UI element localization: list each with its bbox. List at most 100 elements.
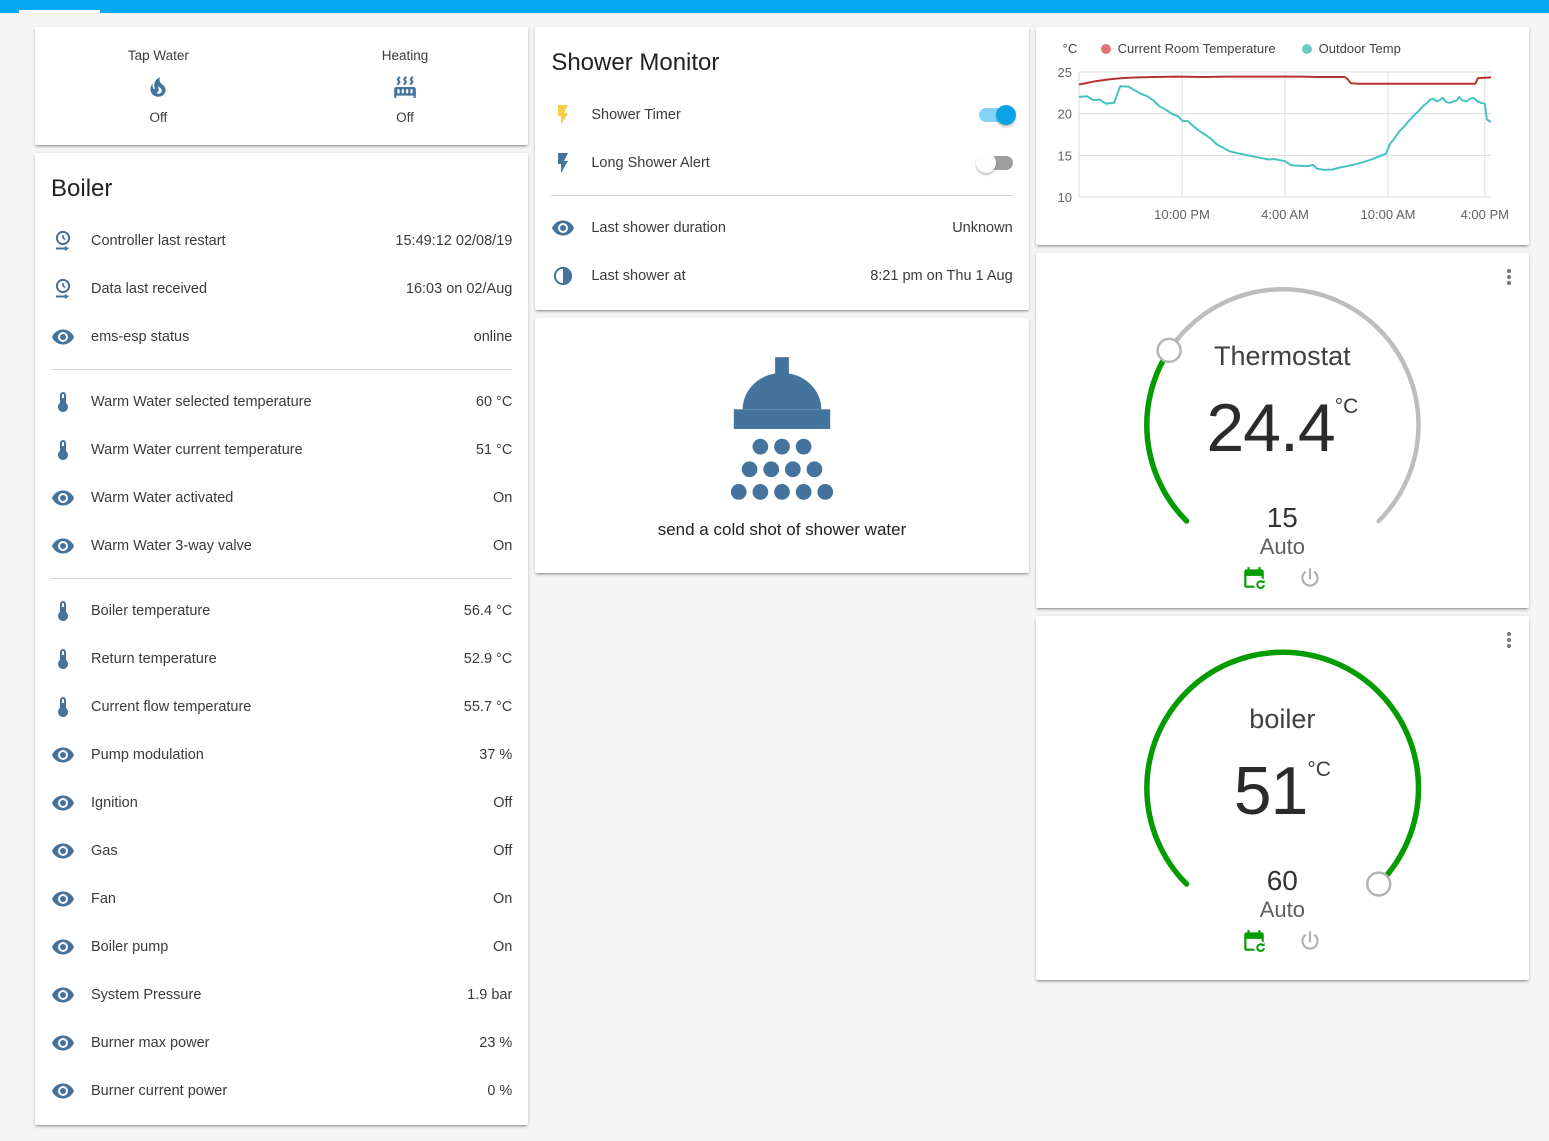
entity-label: Gas [91, 843, 118, 859]
entity-label: Return temperature [91, 651, 217, 667]
entity-value: 1.9 bar [467, 987, 513, 1003]
entity-value: Off [493, 795, 513, 811]
svg-text:10:00 AM: 10:00 AM [1360, 207, 1415, 222]
entity-label: Controller last restart [91, 233, 226, 249]
eye-icon [51, 887, 75, 911]
entity-value: 56.4 °C [463, 603, 513, 619]
entity-row-warm-water-activated[interactable]: Warm Water activated On [35, 474, 528, 522]
entity-value: 16:03 on 02/Aug [405, 281, 513, 297]
entity-label: Burner max power [91, 1035, 210, 1051]
thermometer-icon [51, 695, 75, 719]
entity-row-current-flow-temperature[interactable]: Current flow temperature 55.7 °C [35, 683, 528, 731]
column-left: Tap Water Off Heating Off Boiler Controller… [35, 27, 529, 1125]
entity-row-ignition[interactable]: Ignition Off [35, 779, 528, 827]
entity-row-warm-water-selected-temperature[interactable]: Warm Water selected temperature 60 °C [35, 378, 528, 426]
entity-row-warm-water-current-temperature[interactable]: Warm Water current temperature 51 °C [35, 426, 528, 474]
entity-row-last-shower-at[interactable]: Last shower at 8:21 pm on Thu 1 Aug [535, 252, 1028, 300]
chart-header: °C Current Room Temperature Outdoor Temp [1046, 41, 1521, 56]
eye-icon [51, 839, 75, 863]
shower-cold-shot-button-card[interactable]: send a cold shot of shower water [535, 318, 1029, 573]
more-options-button[interactable] [1497, 628, 1521, 652]
glance-card: Tap Water Off Heating Off [35, 27, 529, 145]
column-right: °C Current Room Temperature Outdoor Temp … [1035, 27, 1529, 980]
shower-card-title: Shower Monitor [551, 49, 720, 76]
legend-item: Current Room Temperature [1100, 41, 1276, 56]
entity-row-burner-current-power[interactable]: Burner current power 0 % [35, 1067, 528, 1115]
dashboard: Tap Water Off Heating Off Boiler Controller… [0, 13, 1549, 1125]
entity-label: Boiler temperature [91, 603, 211, 619]
entity-value: 8:21 pm on Thu 1 Aug [870, 268, 1013, 284]
entity-label: Boiler pump [91, 939, 169, 955]
auto-mode-button[interactable] [1241, 928, 1267, 954]
entity-value: 37 % [479, 747, 513, 763]
entity-row-fan[interactable]: Fan On [35, 875, 528, 923]
thermometer-icon [51, 647, 75, 671]
toggle-knob[interactable] [975, 153, 996, 173]
legend-label: Outdoor Temp [1318, 41, 1401, 56]
clock-arrow-icon [51, 229, 75, 253]
glance-state: Off [149, 109, 168, 125]
entity-row-shower-timer[interactable]: Shower Timer [535, 91, 1028, 139]
active-tab-indicator[interactable] [19, 10, 100, 13]
toggle-switch[interactable] [978, 105, 1016, 125]
entity-value: On [492, 490, 513, 506]
entity-row-data-last-received[interactable]: Data last received 16:03 on 02/Aug [35, 265, 528, 313]
thermostat-dial[interactable] [1036, 257, 1529, 577]
chart-unit-label: °C [1062, 41, 1078, 56]
entity-value: online [473, 329, 513, 345]
flash-icon [551, 151, 575, 175]
power-button[interactable] [1297, 565, 1323, 591]
entity-row-ems-esp-status[interactable]: ems-esp status online [35, 313, 528, 361]
entity-label: Fan [91, 891, 116, 907]
glance-item-tap-water[interactable]: Tap Water Off [35, 48, 282, 125]
entity-row-last-shower-duration[interactable]: Last shower duration Unknown [535, 204, 1028, 252]
entity-row-pump-modulation[interactable]: Pump modulation 37 % [35, 731, 528, 779]
entity-value: 0 % [487, 1083, 513, 1099]
entity-value: Off [493, 843, 513, 859]
entity-row-warm-water-3-way-valve[interactable]: Warm Water 3-way valve On [35, 522, 528, 570]
entity-label: Warm Water 3-way valve [91, 538, 252, 554]
entity-value: Unknown [952, 220, 1013, 236]
power-button[interactable] [1297, 928, 1323, 954]
more-options-button[interactable] [1497, 265, 1521, 289]
toggle-knob[interactable] [995, 105, 1016, 125]
radiator-icon [282, 74, 529, 100]
thermometer-icon [51, 438, 75, 462]
entity-value: 55.7 °C [463, 699, 513, 715]
toggle-switch[interactable] [975, 153, 1013, 173]
entity-value: On [492, 891, 513, 907]
dial-handle[interactable] [1365, 871, 1392, 897]
entity-row-gas[interactable]: Gas Off [35, 827, 528, 875]
entity-row-system-pressure[interactable]: System Pressure 1.9 bar [35, 971, 528, 1019]
boiler-dial-card: boiler 51°C 60 Auto [1035, 616, 1529, 980]
entity-row-boiler-temperature[interactable]: Boiler temperature 56.4 °C [35, 587, 528, 635]
shower-head-icon [723, 351, 841, 508]
entity-value: 51 °C [475, 442, 513, 458]
entity-row-boiler-pump[interactable]: Boiler pump On [35, 923, 528, 971]
eye-icon [51, 1031, 75, 1055]
divider [51, 369, 513, 370]
entity-row-return-temperature[interactable]: Return temperature 52.9 °C [35, 635, 528, 683]
boiler-dial[interactable] [1036, 620, 1529, 940]
entity-row-controller-last-restart[interactable]: Controller last restart 15:49:12 02/08/19 [35, 217, 528, 265]
entity-value: 23 % [479, 1035, 513, 1051]
glance-name: Tap Water [127, 47, 189, 63]
entity-row-long-shower-alert[interactable]: Long Shower Alert [535, 139, 1028, 187]
eye-icon [51, 486, 75, 510]
legend-label: Current Room Temperature [1117, 41, 1276, 56]
eye-icon [51, 935, 75, 959]
dial-handle[interactable] [1156, 337, 1182, 364]
legend-item: Outdoor Temp [1301, 41, 1401, 56]
chart-legend: Current Room Temperature Outdoor Temp [1100, 41, 1401, 56]
glance-item-heating[interactable]: Heating Off [282, 48, 529, 125]
svg-text:25: 25 [1057, 65, 1071, 80]
glance-name: Heating [381, 47, 429, 63]
thermometer-icon [51, 599, 75, 623]
entity-label: Shower Timer [591, 107, 681, 123]
moon-icon [551, 264, 575, 288]
thermostat-card: Thermostat 24.4°C 15 Auto [1035, 253, 1529, 608]
entity-label: Warm Water current temperature [91, 442, 303, 458]
auto-mode-button[interactable] [1241, 565, 1267, 591]
eye-icon [51, 325, 75, 349]
entity-row-burner-max-power[interactable]: Burner max power 23 % [35, 1019, 528, 1067]
